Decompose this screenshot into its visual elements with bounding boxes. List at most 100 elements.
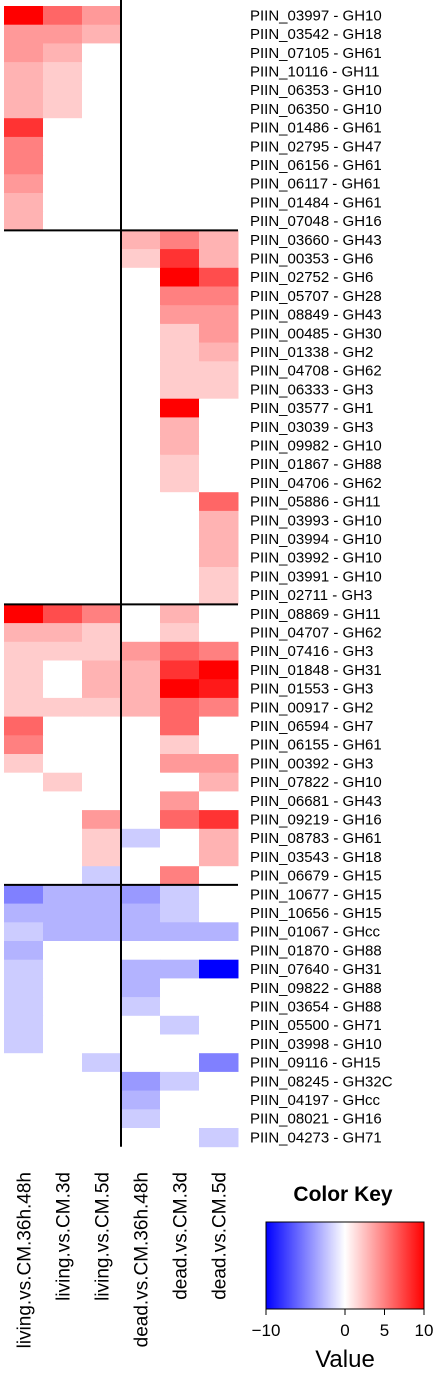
heatmap-cell: [82, 847, 122, 867]
heatmap-cell: [82, 1015, 122, 1035]
heatmap-cell: [121, 1109, 161, 1129]
heatmap-cell: [199, 1090, 239, 1110]
heatmap-cell: [82, 941, 122, 961]
heatmap-cell: [82, 754, 122, 774]
heatmap-cell: [121, 623, 161, 643]
heatmap-cell: [4, 941, 44, 961]
heatmap-cell: [121, 99, 161, 119]
heatmap-cell: [82, 1109, 122, 1129]
heatmap-cell: [160, 230, 200, 250]
heatmap-cell: [43, 24, 83, 44]
heatmap-cell: [160, 361, 200, 381]
heatmap-cell: [160, 473, 200, 493]
heatmap-cell: [43, 99, 83, 119]
heatmap-cell: [43, 660, 83, 680]
heatmap-cell: [82, 679, 122, 699]
heatmap-cell: [43, 884, 83, 905]
heatmap-cell: [199, 99, 239, 119]
row-label: PIIN_03543 - GH18: [250, 849, 382, 866]
row-label: PIIN_01067 - GHcc: [250, 924, 381, 941]
heatmap-cell: [199, 1071, 239, 1092]
heatmap-cell: [121, 305, 161, 325]
heatmap-cell: [160, 99, 200, 119]
heatmap-cell: [199, 1053, 239, 1073]
heatmap-cell: [4, 436, 44, 456]
heatmap-cell: [199, 959, 239, 979]
row-label: PIIN_03660 - GH43: [250, 232, 382, 249]
heatmap-cell: [43, 62, 83, 82]
heatmap-cell: [160, 922, 200, 942]
heatmap-cell: [121, 249, 161, 269]
heatmap-cell: [4, 548, 44, 568]
row-label: PIIN_04197 - GHcc: [250, 1092, 381, 1109]
heatmap-cell: [4, 80, 44, 100]
heatmap-cell: [121, 959, 161, 979]
heatmap-cell: [199, 230, 239, 250]
heatmap-cell: [4, 230, 44, 250]
heatmap-cell: [199, 997, 239, 1017]
heatmap-cell: [43, 866, 83, 886]
heatmap-cell: [82, 623, 122, 643]
heatmap-cell: [4, 1109, 44, 1129]
row-label: PIIN_03993 - GH10: [250, 512, 382, 529]
heatmap-cell: [160, 417, 200, 437]
heatmap-cell: [121, 43, 161, 63]
heatmap-cell: [82, 716, 122, 736]
heatmap-cell: [4, 6, 44, 26]
row-label: PIIN_08783 - GH61: [250, 830, 382, 847]
heatmap-cell: [82, 772, 122, 792]
row-label: PIIN_02752 - GH6: [250, 269, 373, 286]
heatmap-cell: [121, 398, 161, 418]
heatmap-cell: [43, 791, 83, 811]
row-label: PIIN_06333 - GH3: [250, 381, 373, 398]
heatmap-cell: [43, 772, 83, 792]
row-label: PIIN_03654 - GH88: [250, 998, 382, 1015]
heatmap-cell: [160, 24, 200, 44]
heatmap-cell: [43, 959, 83, 979]
color-key-ticks: −10 0 5 10: [252, 1309, 433, 1340]
row-label: PIIN_08021 - GH16: [250, 1111, 382, 1128]
heatmap-cell: [199, 828, 239, 848]
heatmap-cell: [43, 548, 83, 568]
row-label: PIIN_10677 - GH15: [250, 886, 382, 903]
heatmap-cell: [199, 903, 239, 923]
heatmap-cell: [199, 436, 239, 456]
row-label: PIIN_06350 - GH10: [250, 101, 382, 118]
row-label: PIIN_00392 - GH3: [250, 755, 373, 772]
row-label: PIIN_10656 - GH15: [250, 905, 382, 922]
heatmap-cell: [160, 679, 200, 699]
heatmap-cell: [4, 978, 44, 998]
heatmap-cell: [82, 342, 122, 362]
heatmap-cell: [4, 118, 44, 138]
heatmap-cell: [4, 585, 44, 605]
heatmap-cell: [43, 473, 83, 493]
heatmap-cell: [43, 978, 83, 998]
heatmap-cell: [4, 417, 44, 437]
heatmap-cell: [160, 866, 200, 886]
heatmap-cell: [121, 1015, 161, 1035]
heatmap-cell: [43, 249, 83, 269]
heatmap-cell: [82, 828, 122, 848]
heatmap-cell: [82, 884, 122, 905]
heatmap-cell: [121, 903, 161, 923]
row-label: PIIN_04707 - GH62: [250, 624, 382, 641]
heatmap-cell: [160, 6, 200, 26]
row-label: PIIN_09822 - GH88: [250, 980, 382, 997]
heatmap-cell: [199, 623, 239, 643]
heatmap-cell: [4, 99, 44, 119]
heatmap-cell: [82, 380, 122, 400]
color-key-axis-label: Value: [315, 1346, 375, 1373]
heatmap-cell: [82, 6, 122, 26]
heatmap-cell: [199, 772, 239, 792]
heatmap-cell: [82, 866, 122, 886]
heatmap-cell: [82, 62, 122, 82]
heatmap-cell: [4, 567, 44, 587]
heatmap-cell: [82, 155, 122, 175]
heatmap-cell: [4, 810, 44, 830]
row-label: PIIN_07105 - GH61: [250, 45, 382, 62]
heatmap-cell: [82, 997, 122, 1017]
row-label: PIIN_01867 - GH88: [250, 456, 382, 473]
heatmap-cell: [121, 454, 161, 474]
heatmap-cell: [43, 323, 83, 344]
heatmap-cell: [160, 567, 200, 587]
